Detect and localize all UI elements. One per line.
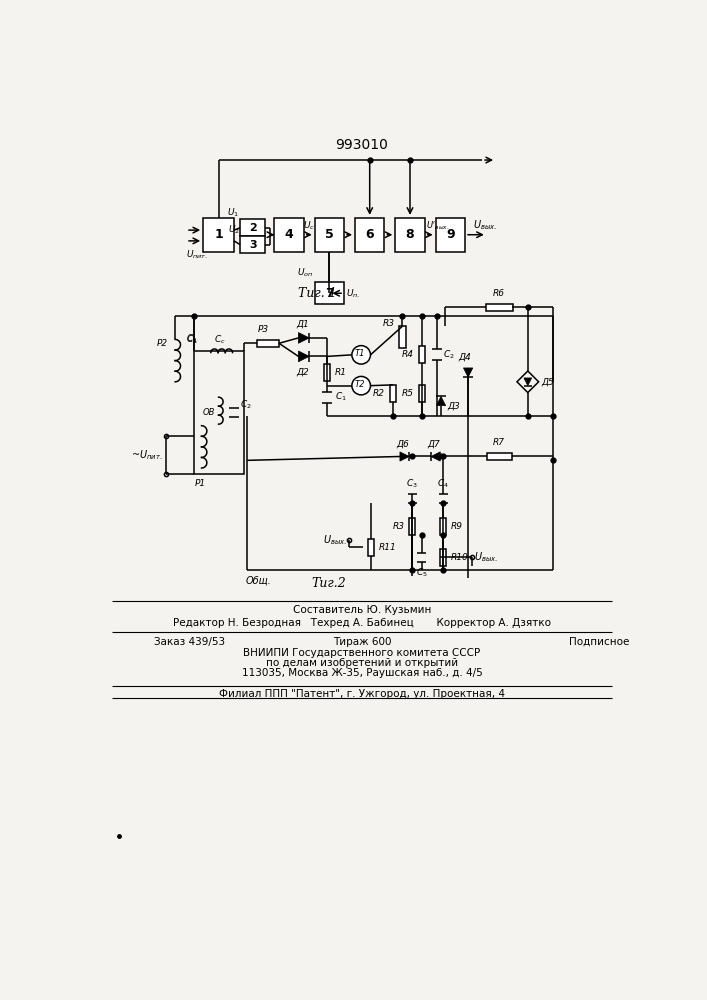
Text: R7: R7 [493,438,505,447]
Bar [355,218,385,252]
Text: $C_1$: $C_1$ [187,334,198,346]
Text: Д7: Д7 [428,440,440,449]
Bar [203,218,234,252]
Text: 1: 1 [214,228,223,241]
Text: $U_{вых.}$: $U_{вых.}$ [323,533,347,547]
Text: Д2: Д2 [296,367,309,376]
Text: R9: R9 [451,522,463,531]
Text: $U_{вых.}$: $U_{вых.}$ [474,550,498,564]
Text: ~$U_{пит.}$: ~$U_{пит.}$ [132,448,163,462]
Bar [324,364,330,381]
Text: 9: 9 [446,228,455,241]
Text: $C_4$: $C_4$ [438,477,449,490]
Polygon shape [298,351,309,362]
Text: $C_c$: $C_c$ [214,333,226,346]
Text: Τиг.2: Τиг.2 [311,577,346,590]
Circle shape [352,376,370,395]
Bar [486,453,512,460]
Polygon shape [431,452,440,461]
Bar [395,218,425,252]
Bar [240,236,265,253]
Polygon shape [436,396,445,406]
Text: T2: T2 [354,380,365,389]
Text: Составитель Ю. Кузьмин: Составитель Ю. Кузьмин [293,605,431,615]
Text: $C_1$: $C_1$ [187,332,198,345]
Text: P3: P3 [258,325,269,334]
Bar [419,385,425,402]
Text: 3: 3 [249,240,257,250]
Text: $U_{п.}$: $U_{п.}$ [346,287,360,300]
Bar [257,340,279,347]
Text: $U_1$: $U_1$ [228,206,240,219]
Text: $C_3$: $C_3$ [407,477,419,490]
Text: R10: R10 [451,553,469,562]
Text: P2: P2 [156,339,168,348]
Text: $U_{вых.}$: $U_{вых.}$ [473,218,497,232]
Bar [315,282,344,304]
Polygon shape [524,378,532,386]
Text: Подписное: Подписное [569,637,629,647]
Bar [419,346,425,363]
Bar [390,385,396,402]
Bar [274,218,304,252]
Text: R11: R11 [379,543,397,552]
Text: R5: R5 [402,389,414,398]
Text: $C_5$: $C_5$ [416,567,428,579]
Bar [194,351,244,474]
Bar [409,518,416,535]
Bar [399,326,406,348]
Bar [440,549,446,566]
Text: $U_{пит.}$: $U_{пит.}$ [186,249,208,261]
Text: Тираж 600: Тираж 600 [333,637,391,647]
Bar [486,304,513,311]
Text: Д4: Д4 [459,353,472,362]
Text: Д1: Д1 [296,320,309,329]
Text: Д6: Д6 [397,440,409,449]
Text: 6: 6 [366,228,374,241]
Bar [315,218,344,252]
Text: R3: R3 [392,522,404,531]
Polygon shape [400,452,409,461]
Text: ВНИИПИ Государственного комитета СССР: ВНИИПИ Государственного комитета СССР [243,648,481,658]
Text: R4: R4 [402,350,414,359]
Bar [240,219,265,236]
Text: R6: R6 [493,289,505,298]
Bar [368,539,374,556]
Text: 4: 4 [285,228,293,241]
Polygon shape [464,368,473,377]
Text: $U_{оп}$: $U_{оп}$ [297,267,313,279]
Text: R1: R1 [335,368,347,377]
Text: Д3: Д3 [448,401,460,410]
Text: 993010: 993010 [336,138,388,152]
Text: $C_2$: $C_2$ [443,349,455,361]
Text: 7: 7 [325,287,334,300]
Text: $U_c$: $U_c$ [303,219,315,232]
Text: 2: 2 [249,223,257,233]
Text: P1: P1 [194,479,206,488]
Text: $U'_{вых.}$: $U'_{вых.}$ [426,219,450,232]
Text: $C_1$: $C_1$ [335,391,346,403]
Text: Заказ 439/53: Заказ 439/53 [154,637,226,647]
Text: R3: R3 [382,319,395,328]
Text: 5: 5 [325,228,334,241]
Text: 8: 8 [406,228,414,241]
Text: R2: R2 [373,389,385,398]
Circle shape [352,346,370,364]
Text: Д5: Д5 [541,377,554,386]
Bar [436,218,465,252]
Polygon shape [298,333,309,343]
Text: по делам изобретений и открытий: по делам изобретений и открытий [266,658,458,668]
Text: Общ.: Общ. [246,576,271,586]
Text: Τиг. 1: Τиг. 1 [298,287,337,300]
Text: Филиал ППП "Патент", г. Ужгород, ул. Проектная, 4: Филиал ППП "Патент", г. Ужгород, ул. Про… [219,689,505,699]
Text: $C_2$: $C_2$ [240,399,252,411]
Text: Редактор Н. Безродная   Техред А. Бабинец       Корректор А. Дзятко: Редактор Н. Безродная Техред А. Бабинец … [173,618,551,628]
Text: ОВ: ОВ [203,408,216,417]
Text: T1: T1 [354,349,365,358]
Text: $U_2$: $U_2$ [228,223,240,235]
Bar [440,518,446,535]
Text: 113035, Москва Ж-35, Раушская наб., д. 4/5: 113035, Москва Ж-35, Раушская наб., д. 4… [242,668,482,678]
